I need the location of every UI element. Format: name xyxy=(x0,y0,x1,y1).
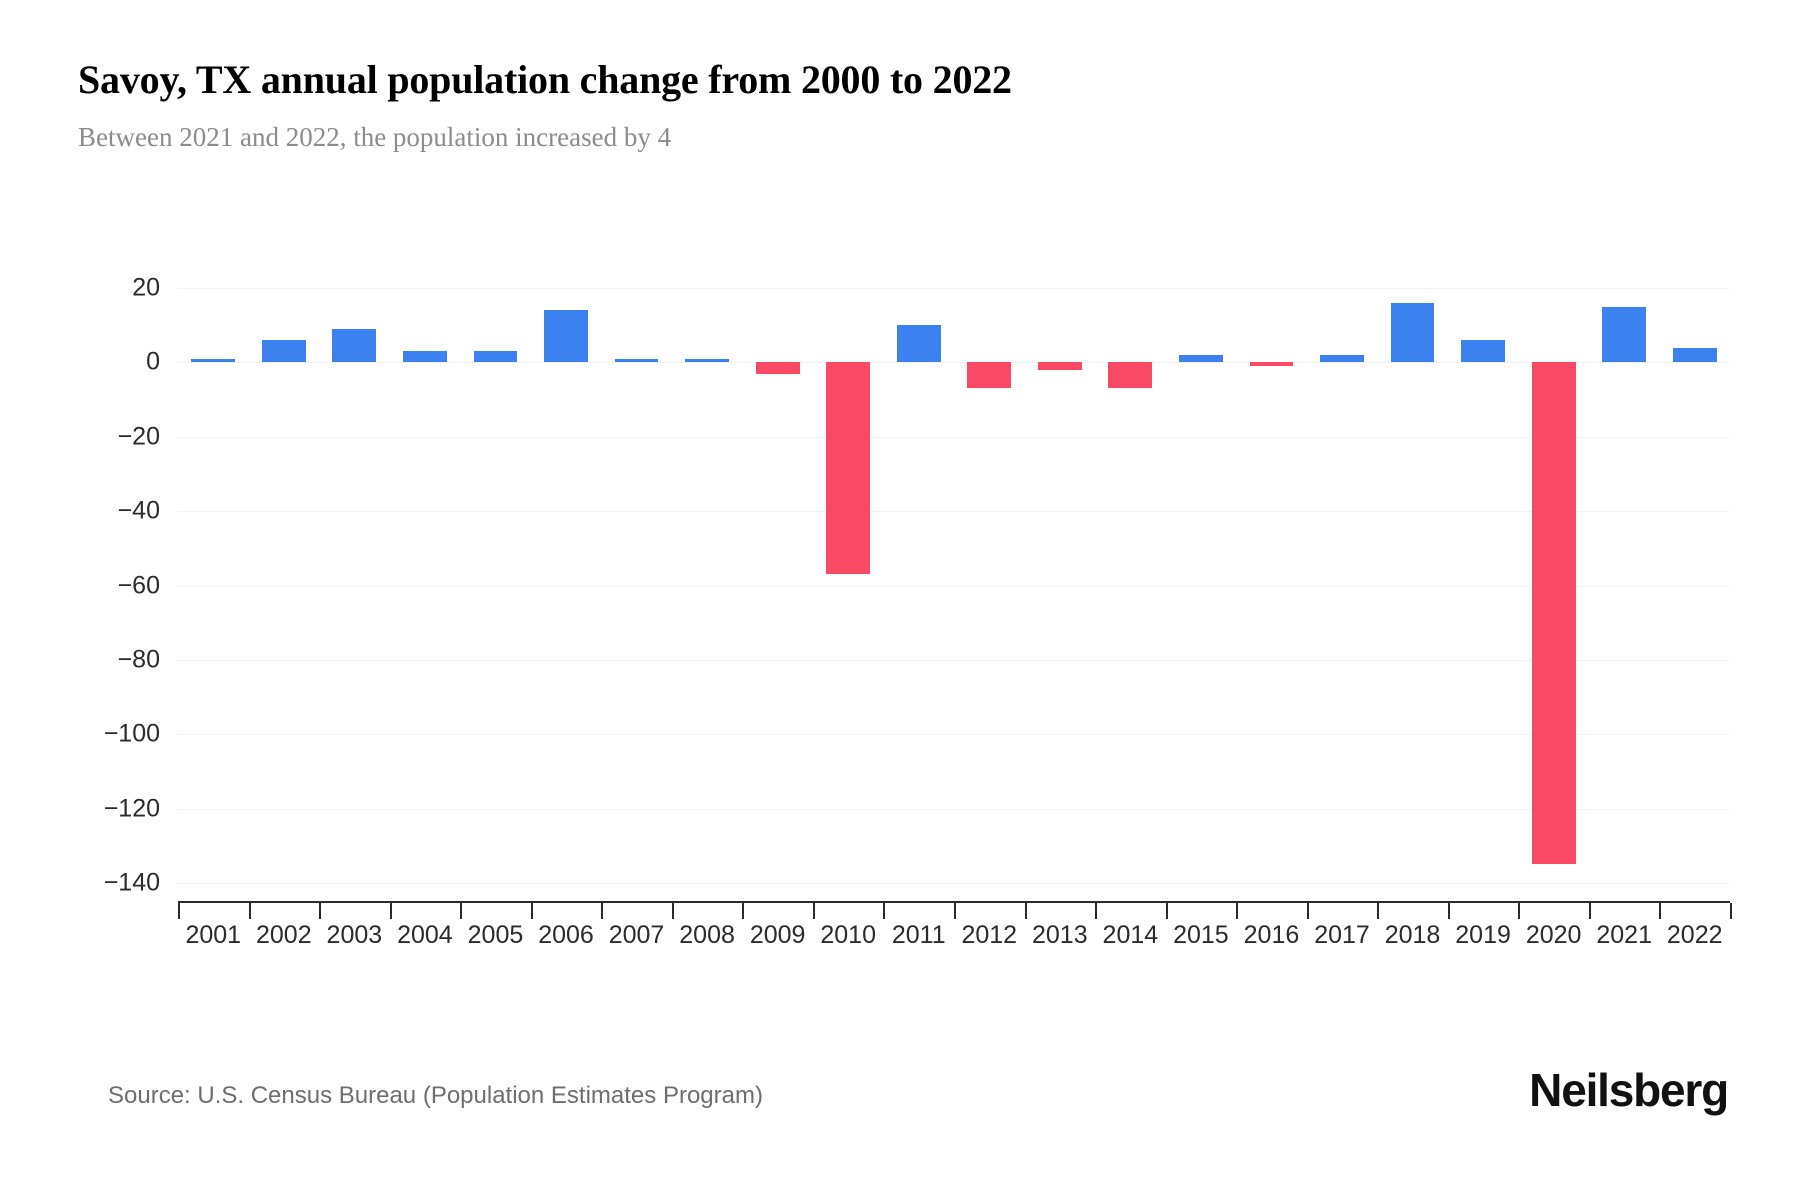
x-axis-tick xyxy=(1447,903,1450,919)
y-axis-tick-label: −100 xyxy=(103,719,160,748)
x-axis-tick xyxy=(1236,903,1239,919)
bar-2018[interactable] xyxy=(1390,302,1435,363)
x-axis-tick-label: 2014 xyxy=(1102,921,1159,949)
x-axis-tick-label: 2021 xyxy=(1596,921,1652,949)
bar-2004[interactable] xyxy=(403,351,447,363)
bar-2020[interactable] xyxy=(1531,362,1576,865)
x-axis-tick xyxy=(460,903,463,919)
x-axis-tick xyxy=(1730,903,1732,919)
bar-2007[interactable] xyxy=(614,358,659,363)
x-axis-tick-label: 2011 xyxy=(891,921,946,949)
y-axis-tick-label: −140 xyxy=(103,868,160,897)
page-subtitle: Between 2021 and 2022, the population in… xyxy=(78,122,672,152)
x-axis-tick xyxy=(1659,903,1662,919)
y-gridline xyxy=(178,808,1730,810)
brand-logo: Neilsberg xyxy=(1529,1064,1729,1116)
bar-2003[interactable] xyxy=(332,328,377,363)
x-axis-tick xyxy=(812,903,815,919)
x-axis-tick-label: 2022 xyxy=(1666,921,1723,949)
x-axis-line xyxy=(178,901,1730,903)
x-axis-tick xyxy=(319,903,322,919)
y-axis-tick-label: −40 xyxy=(117,496,160,525)
x-axis-tick xyxy=(671,903,674,919)
x-axis-tick-label: 2015 xyxy=(1173,921,1229,949)
bar-2002[interactable] xyxy=(261,340,306,363)
y-gridline xyxy=(178,585,1730,587)
x-axis-tick-label: 2016 xyxy=(1243,921,1300,949)
bar-2005[interactable] xyxy=(473,351,518,363)
x-axis-tick-label: 2003 xyxy=(326,921,383,949)
x-axis-tick xyxy=(1095,903,1098,919)
x-axis-tick xyxy=(954,903,956,919)
y-gridline xyxy=(178,362,1730,364)
bar-2010[interactable] xyxy=(826,362,871,575)
x-axis-tick xyxy=(530,903,533,919)
bar-2015[interactable] xyxy=(1179,354,1223,363)
x-axis-tick-label: 2018 xyxy=(1384,921,1441,949)
x-axis-tick xyxy=(248,903,251,919)
x-axis-tick xyxy=(742,903,745,919)
y-axis-tick-label: −120 xyxy=(103,794,160,823)
x-axis-tick-label: 2009 xyxy=(749,921,806,949)
x-axis-tick-label: 2006 xyxy=(538,921,594,949)
bar-2014[interactable] xyxy=(1108,362,1153,389)
x-axis-tick-label: 2002 xyxy=(256,921,312,949)
x-axis-tick-label: 2020 xyxy=(1525,921,1582,949)
bar-2016[interactable] xyxy=(1249,362,1294,367)
bar-2013[interactable] xyxy=(1037,362,1082,370)
plot-area xyxy=(178,288,1730,901)
y-gridline xyxy=(178,883,1730,884)
x-axis-tick xyxy=(389,903,392,919)
x-axis-tick-label: 2005 xyxy=(467,921,524,949)
x-axis-tick-label: 2008 xyxy=(679,921,735,949)
x-axis-tick xyxy=(178,903,180,919)
x-axis-tick xyxy=(1588,903,1591,919)
x-axis-tick xyxy=(1306,903,1309,919)
y-gridline xyxy=(178,659,1730,661)
page-title: Savoy, TX annual population change from … xyxy=(78,57,1012,102)
y-gridline xyxy=(178,511,1730,513)
bar-2006[interactable] xyxy=(544,310,588,363)
x-axis-tick xyxy=(883,903,886,919)
x-axis-tick-label: 2010 xyxy=(820,921,876,949)
bar-2009[interactable] xyxy=(755,362,800,374)
source-note: Source: U.S. Census Bureau (Population E… xyxy=(108,1082,763,1109)
y-axis-tick-label: 20 xyxy=(132,273,160,302)
x-axis-tick xyxy=(1518,903,1521,919)
y-gridline xyxy=(178,436,1730,438)
bar-2001[interactable] xyxy=(191,358,236,363)
bar-2021[interactable] xyxy=(1602,306,1647,363)
x-axis-tick-label: 2019 xyxy=(1455,921,1511,949)
x-axis-tick-label: 2004 xyxy=(397,921,453,949)
bar-2022[interactable] xyxy=(1672,347,1717,363)
y-axis-tick-label: −20 xyxy=(117,422,160,451)
x-axis-tick-label: 2017 xyxy=(1314,921,1370,949)
x-axis-tick-label: 2012 xyxy=(961,921,1018,949)
bar-2017[interactable] xyxy=(1320,354,1364,363)
bar-2008[interactable] xyxy=(685,358,729,363)
y-gridline xyxy=(178,288,1730,289)
bar-2011[interactable] xyxy=(896,325,941,363)
x-axis-tick xyxy=(1165,903,1168,919)
x-axis-tick xyxy=(1024,903,1027,919)
x-axis-tick xyxy=(601,903,604,919)
x-axis-tick-label: 2001 xyxy=(185,921,242,949)
x-axis-tick-label: 2013 xyxy=(1032,921,1088,949)
x-axis-tick-label: 2007 xyxy=(608,921,665,949)
y-axis-tick-label: 0 xyxy=(146,347,160,376)
x-axis-tick xyxy=(1377,903,1380,919)
y-axis-tick-label: −60 xyxy=(117,571,160,599)
bar-2012[interactable] xyxy=(967,362,1012,389)
bar-2019[interactable] xyxy=(1461,340,1505,363)
y-axis-tick-label: −80 xyxy=(117,645,160,674)
y-gridline xyxy=(178,734,1730,736)
